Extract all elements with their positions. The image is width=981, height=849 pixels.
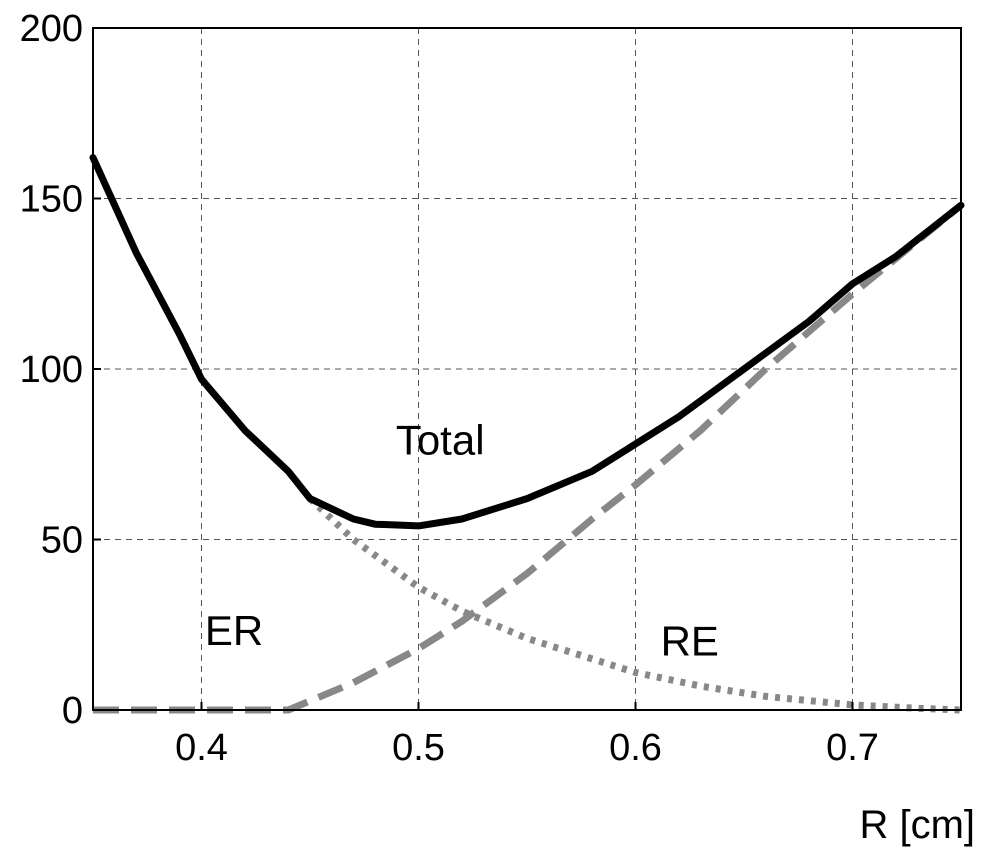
y-tick-label: 200 [20, 8, 83, 50]
x-tick-label: 0.4 [175, 727, 228, 769]
annotation-re: RE [661, 617, 719, 664]
annotation-er: ER [205, 607, 263, 654]
series-line-total [89, 154, 965, 530]
x-tick-label: 0.7 [826, 727, 879, 769]
grid [93, 28, 961, 710]
tick-labels: 0.4 0.5 0.6 0.7 0 50 100 150 200 [20, 8, 879, 769]
x-tick-label: 0.5 [392, 727, 445, 769]
annotation-total: Total [396, 416, 485, 463]
x-tick-label: 0.6 [609, 727, 662, 769]
y-tick-label: 50 [41, 520, 83, 562]
annotations: Total ER RE [205, 416, 719, 664]
y-tick-label: 100 [20, 349, 83, 391]
series-line-er [307, 496, 962, 714]
y-tick-label: 150 [20, 179, 83, 221]
y-tick-label: 0 [62, 690, 83, 732]
x-axis-title: R [cm] [859, 803, 975, 847]
